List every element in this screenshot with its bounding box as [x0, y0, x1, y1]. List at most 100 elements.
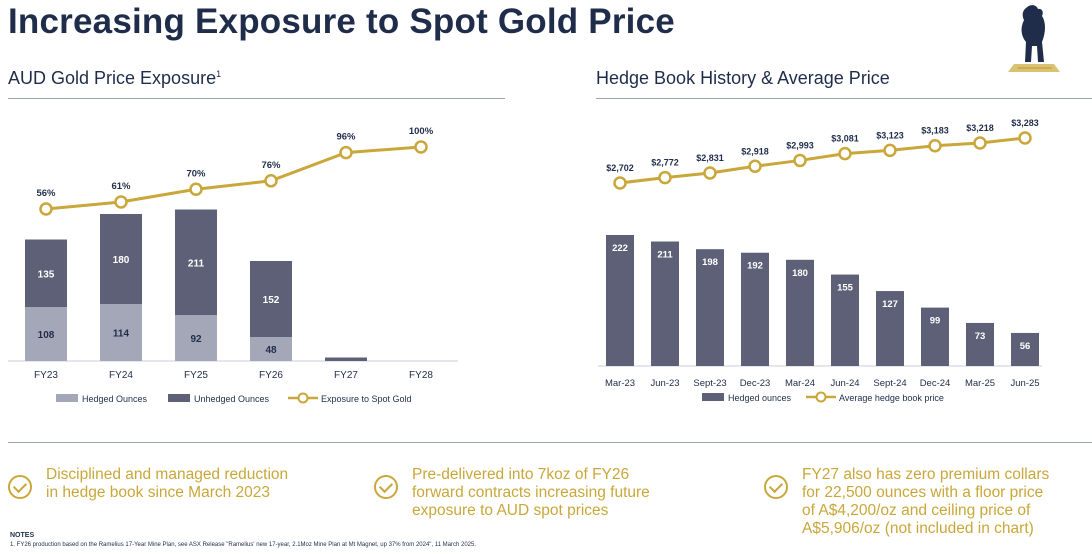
bar-value-label: 155	[837, 283, 854, 294]
average-price-point	[613, 176, 627, 190]
average-price-label: $2,831	[696, 153, 724, 163]
x-tick-label: FY28	[409, 370, 433, 381]
bar-value-label: 73	[975, 331, 986, 342]
bar-unhedged-label: 152	[263, 295, 280, 306]
check-circle-icon	[8, 475, 32, 499]
page-title: Increasing Exposure to Spot Gold Price	[8, 2, 675, 41]
bar-unhedged-fy24	[100, 214, 142, 304]
bullet-item: Pre-delivered into 7koz of FY26 forward …	[374, 466, 650, 520]
x-tick-label: Jun-25	[1010, 378, 1039, 389]
bar-value-label: 222	[612, 243, 628, 254]
x-tick-label: FY24	[109, 370, 133, 381]
exposure-line	[45, 145, 422, 211]
average-price-point	[838, 146, 852, 161]
bar-hedged-ounces-mar-25	[966, 322, 994, 366]
bar-unhedged-fy26	[250, 261, 292, 337]
bar-hedged-label: 108	[38, 330, 55, 341]
exposure-point	[39, 202, 53, 216]
bar-value-label: 56	[1020, 341, 1031, 352]
average-price-point	[658, 170, 672, 185]
bar-value-label: 211	[657, 250, 673, 261]
x-tick-label: Dec-24	[920, 378, 951, 389]
bar-value-label: 192	[747, 261, 763, 272]
legend-hedged-label: Hedged Ounces	[82, 394, 148, 404]
x-tick-label: FY23	[34, 370, 58, 381]
x-tick-label: Mar-23	[605, 378, 635, 389]
average-price-label: $2,772	[651, 158, 679, 168]
legend-hedged-label: Hedged ounces	[728, 393, 792, 403]
bar-unhedged-label: 180	[113, 255, 130, 266]
average-price-line	[619, 136, 1026, 185]
bar-hedged-ounces-jun-24	[831, 274, 859, 366]
bar-hedged-ounces-jun-25	[1011, 332, 1039, 366]
exposure-point	[114, 195, 128, 209]
bullet-item: Disciplined and managed reduction in hed…	[8, 466, 288, 502]
exposure-point	[339, 145, 353, 160]
bullet-text: FY27 also has zero premium collars for 2…	[802, 466, 1050, 537]
bar-hedged-ounces-mar-24	[786, 259, 814, 366]
average-price-point	[748, 159, 762, 174]
average-price-point	[793, 153, 807, 168]
notes-heading: NOTES	[10, 532, 35, 539]
notes-text: 1. FY26 production based on the Ramelius…	[10, 542, 476, 548]
average-price-label: $2,702	[606, 163, 634, 173]
bar-hedged-ounces-jun-23	[651, 241, 679, 366]
average-price-label: $3,081	[831, 134, 859, 144]
average-price-point	[703, 166, 717, 180]
x-tick-label: Sept-23	[693, 378, 726, 389]
average-price-label: $2,993	[786, 140, 814, 150]
exposure-point-label: 56%	[36, 188, 56, 199]
bar-value-label: 180	[792, 268, 808, 279]
legend-exposure-label: Exposure to Spot Gold	[321, 394, 412, 404]
left-section-title: AUD Gold Price Exposure1	[8, 68, 222, 88]
bar-hedged-label: 92	[190, 334, 202, 345]
exposure-point-label: 61%	[111, 181, 131, 192]
average-price-point	[973, 136, 987, 150]
hedge-book-history-chart: 222 Mar-23 211 Jun-23 198 Sept-23 192 Dec-23 180…	[598, 118, 1042, 403]
x-tick-label: Jun-23	[650, 378, 679, 389]
x-tick-label: Sept-24	[873, 378, 906, 389]
exposure-point	[189, 182, 203, 197]
x-tick-label: FY26	[259, 370, 283, 381]
average-price-point	[928, 138, 942, 153]
legend-unhedged-label: Unhedged Ounces	[194, 394, 270, 404]
x-tick-label: Dec-23	[740, 378, 771, 389]
exposure-point-label: 76%	[261, 160, 281, 171]
bar-value-label: 198	[702, 257, 718, 268]
x-tick-label: Jun-24	[830, 378, 859, 389]
bullet-text: Disciplined and managed reduction in hed…	[46, 466, 289, 501]
bar-unhedged-fy25	[175, 209, 217, 315]
bar-unhedged-label: 135	[38, 269, 55, 280]
x-tick-label: Mar-24	[785, 378, 815, 389]
bullet-item: FY27 also has zero premium collars for 2…	[764, 466, 1049, 538]
bullet-text: Pre-delivered into 7koz of FY26 forward …	[412, 466, 650, 519]
bar-unhedged-fy23	[25, 239, 67, 307]
bar-unhedged-label: 211	[188, 258, 205, 269]
bar-hedged-label: 48	[265, 345, 277, 356]
exposure-point-label: 96%	[336, 132, 356, 143]
bar-hedged-fy26	[250, 337, 292, 361]
left-title-rule	[8, 98, 505, 99]
exposure-point-label: 100%	[409, 126, 434, 137]
bar-value-label: 127	[882, 299, 898, 310]
company-logo	[1008, 5, 1060, 72]
legend-price-label: Average hedge book price	[839, 393, 944, 403]
legend-unhedged-swatch	[168, 394, 190, 402]
bar-hedged-ounces-dec-23	[741, 252, 769, 366]
bar-hedged-ounces-sept-23	[696, 249, 724, 366]
bar-hedged-fy25	[175, 315, 217, 361]
exposure-point	[414, 140, 428, 154]
check-circle-icon	[374, 475, 398, 499]
exposure-point	[264, 174, 278, 188]
legend-hedged-swatch	[702, 393, 724, 401]
bar-unhedged-fy27	[325, 357, 367, 361]
exposure-point-label: 70%	[186, 168, 206, 179]
legend-exposure-marker	[297, 392, 309, 404]
x-tick-label: FY25	[184, 370, 208, 381]
bar-hedged-ounces-dec-24	[921, 307, 949, 366]
check-circle-icon	[764, 475, 788, 499]
right-title-rule	[596, 98, 1092, 99]
bar-hedged-ounces-mar-23	[606, 235, 634, 366]
average-price-label: $3,183	[921, 126, 949, 136]
x-tick-label: FY27	[334, 370, 358, 381]
